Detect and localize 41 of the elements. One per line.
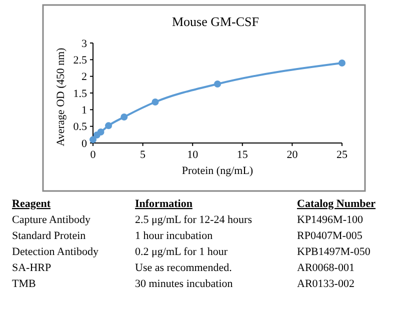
text: 2.5 μg/mL for 12-24 hours — [135, 214, 252, 226]
y-tick-label: 0.5 — [73, 121, 88, 134]
text: AR0068-001 — [297, 262, 354, 274]
text: KP1496M-100 — [297, 214, 364, 226]
point — [214, 80, 221, 88]
text: Reagent — [12, 198, 51, 210]
text: Detection Antibody — [12, 246, 99, 258]
text: Information — [135, 198, 192, 210]
point — [120, 114, 128, 120]
y-tick-label: 2 — [82, 71, 87, 84]
x-axis-title: Protein (ng/mL) — [182, 165, 254, 177]
text: AR0133-002 — [297, 278, 354, 290]
text: 1 hour incubation — [135, 230, 214, 242]
text: KPB1497M-050 — [297, 246, 371, 258]
y-axis-title: Average OD (450 nm) — [55, 47, 67, 146]
y-tick-label: 1.5 — [73, 88, 88, 100]
text: 0.2 μg/mL for 1 hour — [135, 246, 228, 258]
x-tick-label: 10 — [187, 149, 199, 161]
text: Catalog Number — [297, 198, 376, 210]
x-tick-label: 25 — [336, 149, 348, 161]
text: Capture Antibody — [12, 214, 92, 226]
x-tick-label: 20 — [286, 149, 298, 161]
text: Standard Protein — [12, 230, 86, 242]
chart-title: Mouse GM-CSF — [172, 14, 260, 29]
x-tick-label: 5 — [140, 149, 146, 161]
text: TMB — [12, 278, 36, 290]
y-tick-label: 1 — [82, 104, 87, 117]
point — [97, 128, 104, 136]
y-tick-label: 3 — [82, 38, 88, 50]
point — [338, 60, 346, 66]
text: Use as recommended. — [135, 262, 232, 274]
x-tick-label: 15 — [236, 149, 248, 161]
text: RP0407M-005 — [297, 230, 363, 242]
y-tick-label: 0 — [82, 138, 88, 150]
point — [105, 122, 112, 130]
x-tick-label: 0 — [90, 149, 96, 161]
point — [152, 98, 159, 106]
point — [90, 136, 96, 144]
y-tick-label: 2.5 — [73, 54, 88, 67]
text: 30 minutes incubation — [135, 278, 234, 290]
text: SA-HRP — [12, 262, 52, 274]
